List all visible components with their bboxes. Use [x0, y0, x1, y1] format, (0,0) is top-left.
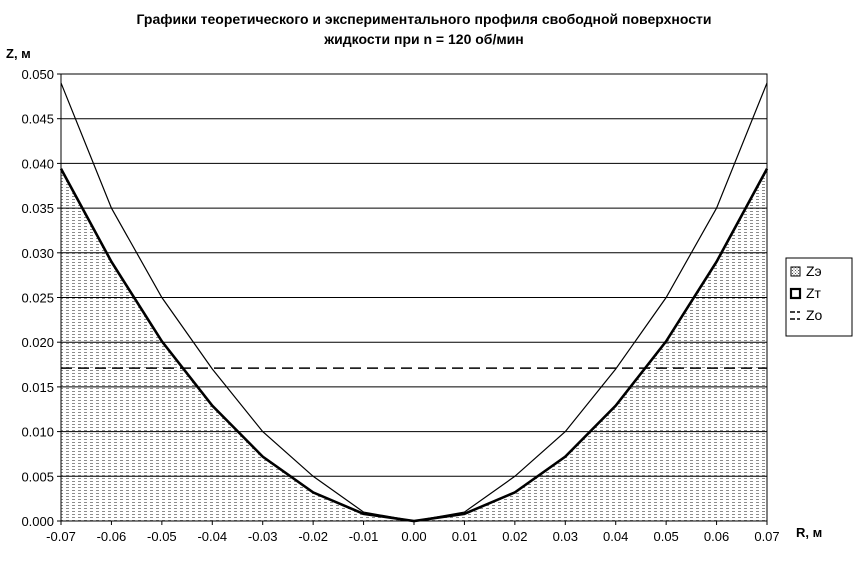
legend-label-0: Zэ	[806, 263, 822, 279]
x-tick-label-9: 0.02	[502, 529, 527, 544]
x-tick-label-8: 0.01	[452, 529, 477, 544]
chart-title-line1: Графики теоретического и экспериментальн…	[137, 11, 712, 27]
x-tick-label-10: 0.03	[553, 529, 578, 544]
legend-swatch-zт	[789, 287, 802, 300]
legend: Zэ Zт Zo	[785, 257, 853, 337]
y-tick-label-10: 0.050	[21, 67, 54, 82]
y-axis-label: Z, м	[6, 46, 31, 61]
y-tick-label-9: 0.045	[21, 112, 54, 127]
y-tick-label-3: 0.015	[21, 380, 54, 395]
x-tick-label-0: -0.07	[46, 529, 76, 544]
y-tick-label-4: 0.020	[21, 335, 54, 350]
x-axis-label: R, м	[796, 525, 822, 540]
y-tick-label-6: 0.030	[21, 246, 54, 261]
y-tick-label-1: 0.005	[21, 469, 54, 484]
legend-label-2: Zo	[806, 307, 823, 323]
plot-area	[59, 73, 769, 523]
x-tick-label-2: -0.05	[147, 529, 177, 544]
y-tick-label-7: 0.035	[21, 201, 54, 216]
y-tick-label-5: 0.025	[21, 291, 54, 306]
legend-label-1: Zт	[806, 285, 822, 301]
x-tick-label-13: 0.06	[704, 529, 729, 544]
y-tick-label-0: 0.000	[21, 514, 54, 529]
x-tick-label-6: -0.01	[349, 529, 379, 544]
x-tick-label-3: -0.04	[197, 529, 227, 544]
y-tick-label-8: 0.040	[21, 156, 54, 171]
y-tick-label-2: 0.010	[21, 425, 54, 440]
legend-swatch-zэ	[790, 266, 801, 277]
axes: 0.000 0.005 0.010 0.015 0.020 0.025 0.030 0.035…	[21, 67, 779, 544]
band-zэ-zт	[61, 82, 767, 521]
x-tick-label-5: -0.02	[298, 529, 328, 544]
x-tick-label-7: 0.00	[401, 529, 426, 544]
x-tick-label-14: 0.07	[754, 529, 779, 544]
x-tick-label-4: -0.03	[248, 529, 278, 544]
x-tick-label-12: 0.05	[653, 529, 678, 544]
x-tick-label-11: 0.04	[603, 529, 628, 544]
chart-title-line2: жидкости при n = 120 об/мин	[323, 31, 524, 47]
x-tick-label-1: -0.06	[97, 529, 127, 544]
